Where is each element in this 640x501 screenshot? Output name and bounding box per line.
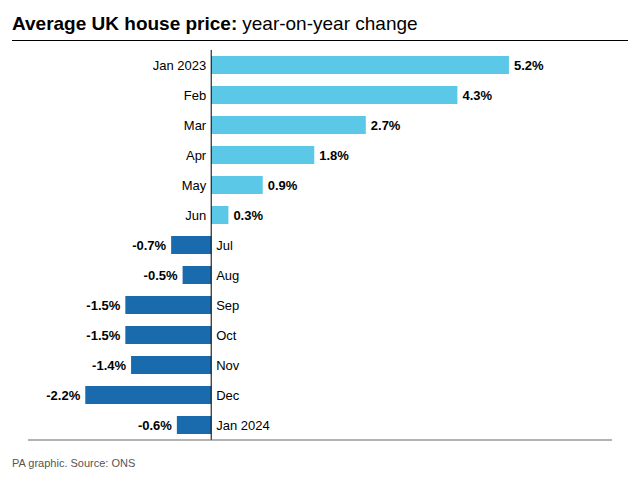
svg-text:-1.5%: -1.5%: [86, 298, 120, 313]
svg-text:Jan 2024: Jan 2024: [216, 418, 270, 433]
svg-text:Mar: Mar: [184, 118, 207, 133]
svg-text:0.9%: 0.9%: [268, 178, 298, 193]
svg-text:Dec: Dec: [216, 388, 240, 403]
svg-text:-1.5%: -1.5%: [86, 328, 120, 343]
svg-text:Oct: Oct: [216, 328, 237, 343]
svg-text:Jun: Jun: [185, 208, 206, 223]
svg-text:-0.5%: -0.5%: [144, 268, 178, 283]
svg-text:Jul: Jul: [216, 238, 233, 253]
svg-text:Nov: Nov: [216, 358, 240, 373]
svg-text:Jan 2023: Jan 2023: [153, 58, 207, 73]
svg-text:Apr: Apr: [186, 148, 207, 163]
html-text:PA graphic. Source: ONS: PA graphic. Source: ONS: [12, 457, 136, 469]
svg-text:-0.7%: -0.7%: [132, 238, 166, 253]
svg-text:Aug: Aug: [216, 268, 239, 283]
svg-text:Feb: Feb: [184, 88, 206, 103]
svg-text:2.7%: 2.7%: [371, 118, 401, 133]
svg-text:-0.6%: -0.6%: [138, 418, 172, 433]
svg-text:-1.4%: -1.4%: [92, 358, 126, 373]
svg-text:1.8%: 1.8%: [319, 148, 349, 163]
svg-text:-2.2%: -2.2%: [46, 388, 80, 403]
svg-text:0.3%: 0.3%: [233, 208, 263, 223]
svg-text:5.2%: 5.2%: [514, 58, 544, 73]
svg-text:Sep: Sep: [216, 298, 239, 313]
svg-text:4.3%: 4.3%: [462, 88, 492, 103]
svg-text:May: May: [182, 178, 207, 193]
html-text:Average UK house price: year-o: Average UK house price: year-on-year cha…: [12, 13, 418, 34]
